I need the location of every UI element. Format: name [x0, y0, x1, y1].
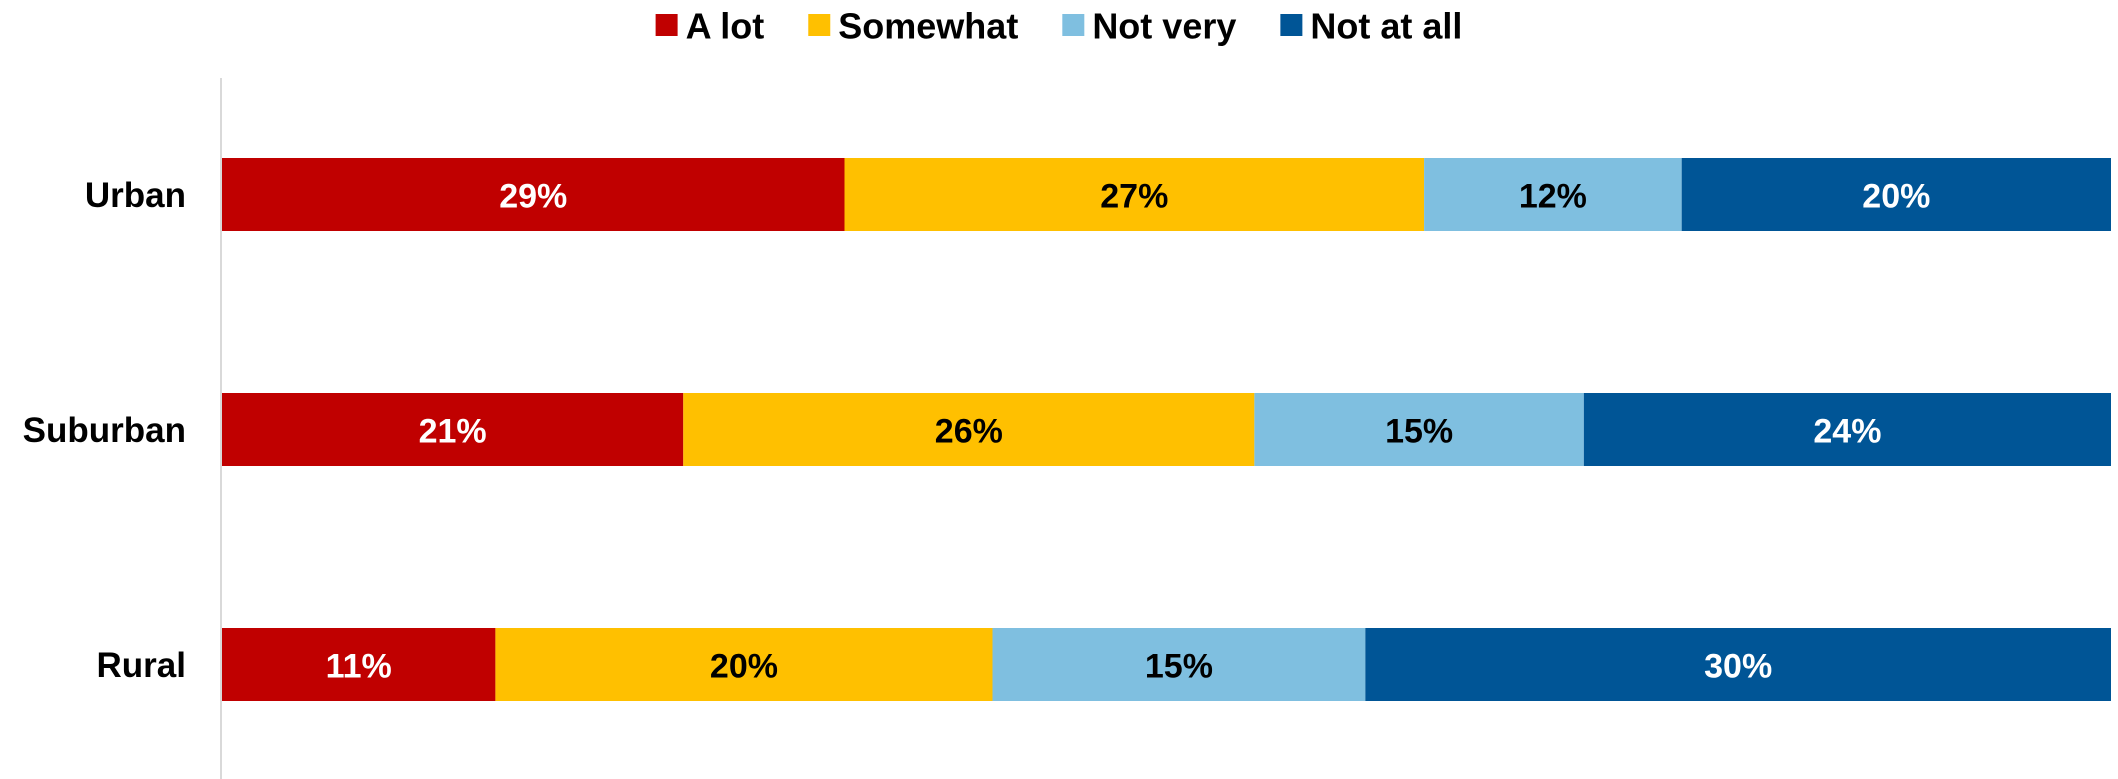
bar-rural-not-at-all: [1365, 628, 2111, 701]
legend-label-somewhat: Somewhat: [838, 6, 1018, 47]
bar-urban-not-at-all: [1681, 158, 2111, 231]
bar-urban-a-lot: [222, 158, 845, 231]
data-label-suburban-not-at-all: 24%: [1813, 413, 1881, 451]
legend-swatch-not-very: [1062, 14, 1085, 36]
data-label-suburban-somewhat: 26%: [935, 413, 1003, 451]
legend-label-not-very: Not very: [1092, 6, 1236, 47]
category-label-suburban: Suburban: [23, 411, 186, 450]
data-label-rural-not-very: 15%: [1145, 648, 1213, 686]
data-label-rural-somewhat: 20%: [710, 648, 778, 686]
data-label-suburban-a-lot: 21%: [419, 413, 487, 451]
category-label-urban: Urban: [85, 176, 186, 215]
legend-label-not-at-all: Not at all: [1310, 6, 1462, 47]
category-labels: Urban Suburban Rural: [23, 176, 186, 685]
legend: A lot Somewhat Not very Not at all: [655, 6, 1462, 47]
legend-swatch-somewhat: [808, 14, 831, 36]
data-label-urban-a-lot: 29%: [499, 178, 567, 216]
legend-swatch-a-lot: [655, 14, 678, 36]
bar-urban-not-very: [1424, 158, 1682, 231]
data-label-rural-not-at-all: 30%: [1704, 648, 1772, 686]
bar-suburban-not-very: [1254, 393, 1584, 466]
data-label-suburban-not-very: 15%: [1385, 413, 1453, 451]
data-labels: 29% 27% 12% 20% 21% 26% 15% 24% 11% 20% 15% 30%: [326, 178, 1931, 686]
data-label-rural-a-lot: 11%: [326, 648, 392, 686]
bar-rural-somewhat: [495, 628, 993, 701]
legend-label-a-lot: A lot: [686, 6, 765, 47]
bar-rural-a-lot: [222, 628, 496, 701]
bar-suburban-a-lot: [222, 393, 684, 466]
data-label-urban-somewhat: 27%: [1100, 178, 1168, 216]
bars: [222, 158, 2111, 701]
data-label-urban-not-at-all: 20%: [1862, 178, 1930, 216]
bar-suburban-not-at-all: [1583, 393, 2111, 466]
bar-urban-somewhat: [844, 158, 1425, 231]
legend-swatch-not-at-all: [1280, 14, 1303, 36]
data-label-urban-not-very: 12%: [1519, 178, 1587, 216]
category-label-rural: Rural: [97, 646, 186, 685]
bar-suburban-somewhat: [683, 393, 1255, 466]
bar-rural-not-very: [992, 628, 1366, 701]
